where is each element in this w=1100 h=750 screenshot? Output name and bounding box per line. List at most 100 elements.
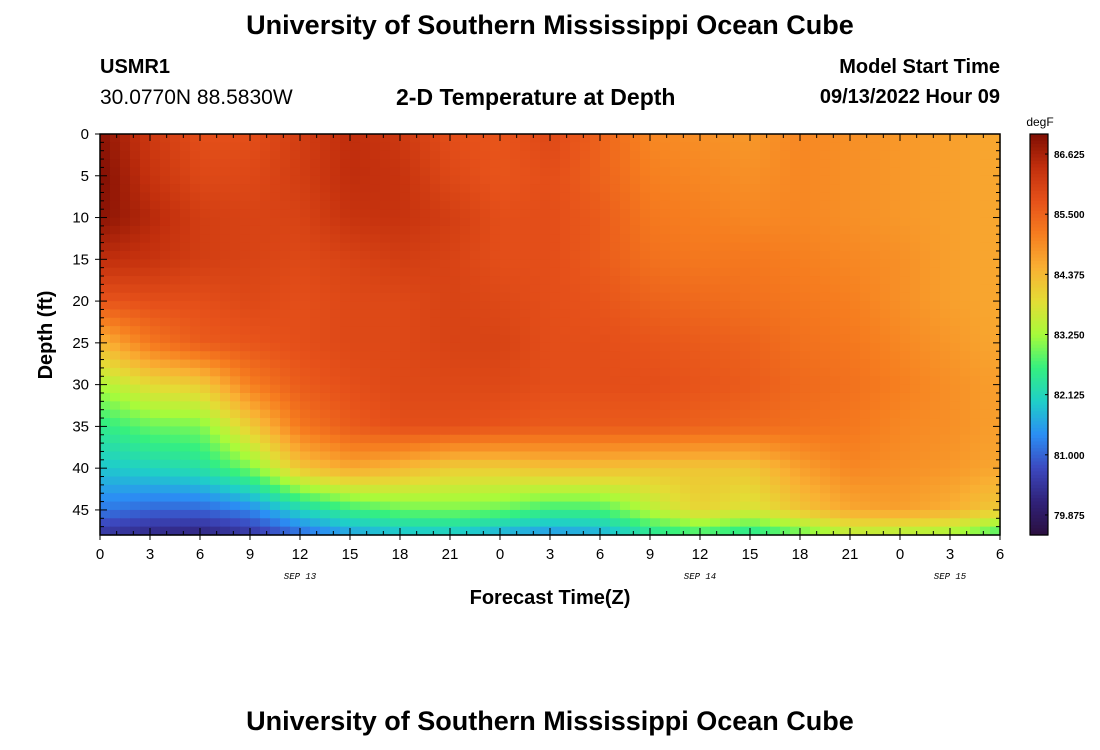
heatmap-cell: [970, 317, 981, 327]
heatmap-cell: [830, 200, 841, 210]
heatmap-cell: [800, 526, 811, 536]
heatmap-cell: [740, 459, 751, 469]
heatmap-cell: [460, 200, 471, 210]
heatmap-cell: [570, 267, 581, 277]
heatmap-cell: [890, 418, 901, 427]
heatmap-cell: [170, 334, 181, 344]
heatmap-cell: [690, 468, 701, 478]
heatmap-cell: [660, 317, 671, 327]
heatmap-cell: [680, 317, 691, 327]
colorbar-segment: [1030, 294, 1048, 299]
heatmap-cell: [210, 276, 221, 285]
heatmap-cell: [980, 301, 991, 311]
heatmap-cell: [630, 384, 641, 394]
heatmap-cell: [430, 309, 441, 319]
heatmap-cell: [470, 259, 481, 269]
heatmap-cell: [110, 225, 121, 235]
heatmap-cell: [630, 175, 641, 185]
heatmap-cell: [780, 301, 791, 311]
heatmap-cell: [870, 259, 881, 269]
heatmap-cell: [320, 317, 331, 327]
heatmap-cell: [440, 284, 451, 294]
heatmap-cell: [190, 217, 201, 227]
heatmap-cell: [440, 192, 451, 202]
heatmap-cell: [730, 434, 741, 444]
heatmap-cell: [270, 434, 281, 444]
heatmap-cell: [990, 167, 1001, 177]
heatmap-cell: [140, 301, 151, 311]
heatmap-cell: [390, 259, 401, 269]
heatmap-cell: [730, 292, 741, 302]
heatmap-cell: [420, 317, 431, 327]
heatmap-cell: [540, 443, 551, 453]
heatmap-cell: [600, 250, 611, 260]
heatmap-cell: [880, 142, 891, 152]
heatmap-cell: [250, 526, 261, 536]
heatmap-cell: [250, 384, 261, 394]
heatmap-cell: [990, 175, 1001, 185]
heatmap-cell: [450, 301, 461, 311]
heatmap-cell: [570, 342, 581, 352]
heatmap-cell: [630, 443, 641, 453]
heatmap-cell: [150, 443, 161, 453]
heatmap-cell: [930, 159, 941, 169]
heatmap-cell: [880, 367, 891, 377]
heatmap-cell: [830, 476, 841, 486]
heatmap-cell: [990, 493, 1001, 503]
colorbar-segment: [1030, 514, 1048, 519]
heatmap-cell: [310, 434, 321, 444]
heatmap-cell: [660, 326, 671, 336]
heatmap-cell: [530, 301, 541, 311]
heatmap-cell: [480, 134, 491, 143]
heatmap-cell: [540, 409, 551, 419]
heatmap-cell: [940, 134, 951, 143]
heatmap-cell: [820, 459, 831, 469]
heatmap-cell: [740, 284, 751, 294]
heatmap-cell: [400, 134, 411, 143]
heatmap-cell: [550, 217, 561, 227]
heatmap-cell: [130, 401, 141, 411]
heatmap-cell: [500, 292, 511, 302]
heatmap-cell: [180, 159, 191, 169]
heatmap-cell: [580, 501, 591, 511]
heatmap-cell: [440, 367, 451, 377]
heatmap-cell: [710, 392, 721, 402]
heatmap-cell: [680, 376, 691, 386]
heatmap-cell: [270, 484, 281, 494]
heatmap-cell: [170, 167, 181, 177]
heatmap-cell: [300, 342, 311, 352]
heatmap-cell: [780, 292, 791, 302]
heatmap-cell: [630, 200, 641, 210]
heatmap-cell: [180, 426, 191, 436]
heatmap-cell: [120, 250, 131, 260]
heatmap-cell: [890, 376, 901, 386]
heatmap-cell: [590, 401, 601, 411]
heatmap-cell: [210, 292, 221, 302]
heatmap-cell: [940, 526, 951, 536]
heatmap-cell: [940, 159, 951, 169]
heatmap-cell: [630, 259, 641, 269]
heatmap-cell: [740, 342, 751, 352]
heatmap-cell: [950, 384, 961, 394]
heatmap-cell: [190, 142, 201, 152]
heatmap-cell: [500, 392, 511, 402]
heatmap-cell: [860, 292, 871, 302]
heatmap-cell: [380, 376, 391, 386]
heatmap-cell: [420, 134, 431, 143]
heatmap-cell: [970, 434, 981, 444]
heatmap-cell: [660, 384, 671, 394]
heatmap-cell: [140, 334, 151, 344]
heatmap-cell: [100, 418, 111, 427]
heatmap-cell: [990, 501, 1001, 511]
heatmap-cell: [780, 451, 791, 461]
heatmap-cell: [600, 384, 611, 394]
heatmap-cell: [530, 234, 541, 244]
heatmap-cell: [200, 342, 211, 352]
heatmap-cell: [650, 242, 661, 252]
heatmap-cell: [770, 426, 781, 436]
heatmap-cell: [510, 242, 521, 252]
heatmap-cell: [750, 334, 761, 344]
heatmap-cell: [440, 326, 451, 336]
heatmap-cell: [860, 234, 871, 244]
heatmap-cell: [240, 259, 251, 269]
